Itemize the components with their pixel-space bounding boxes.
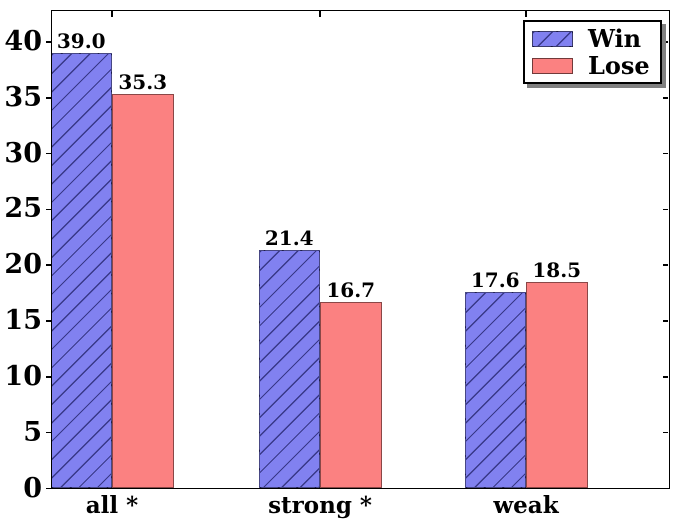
bar-win-weak: [464, 291, 526, 489]
bar-lose-all: [112, 94, 174, 489]
legend-entry-win: Win: [532, 25, 660, 52]
legend-swatch-lose: [532, 57, 573, 74]
legend-label-win: Win: [588, 24, 642, 53]
bar-lose-weak: [526, 281, 588, 489]
legend-entry-lose: Lose: [532, 52, 660, 79]
bar-win-all: [50, 53, 112, 489]
legend-swatch-win: [532, 30, 573, 47]
legend: Win Lose: [523, 20, 662, 84]
bar-lose-strong: [320, 302, 382, 489]
bar-win-strong: [258, 249, 320, 489]
legend-label-lose: Lose: [588, 51, 650, 80]
